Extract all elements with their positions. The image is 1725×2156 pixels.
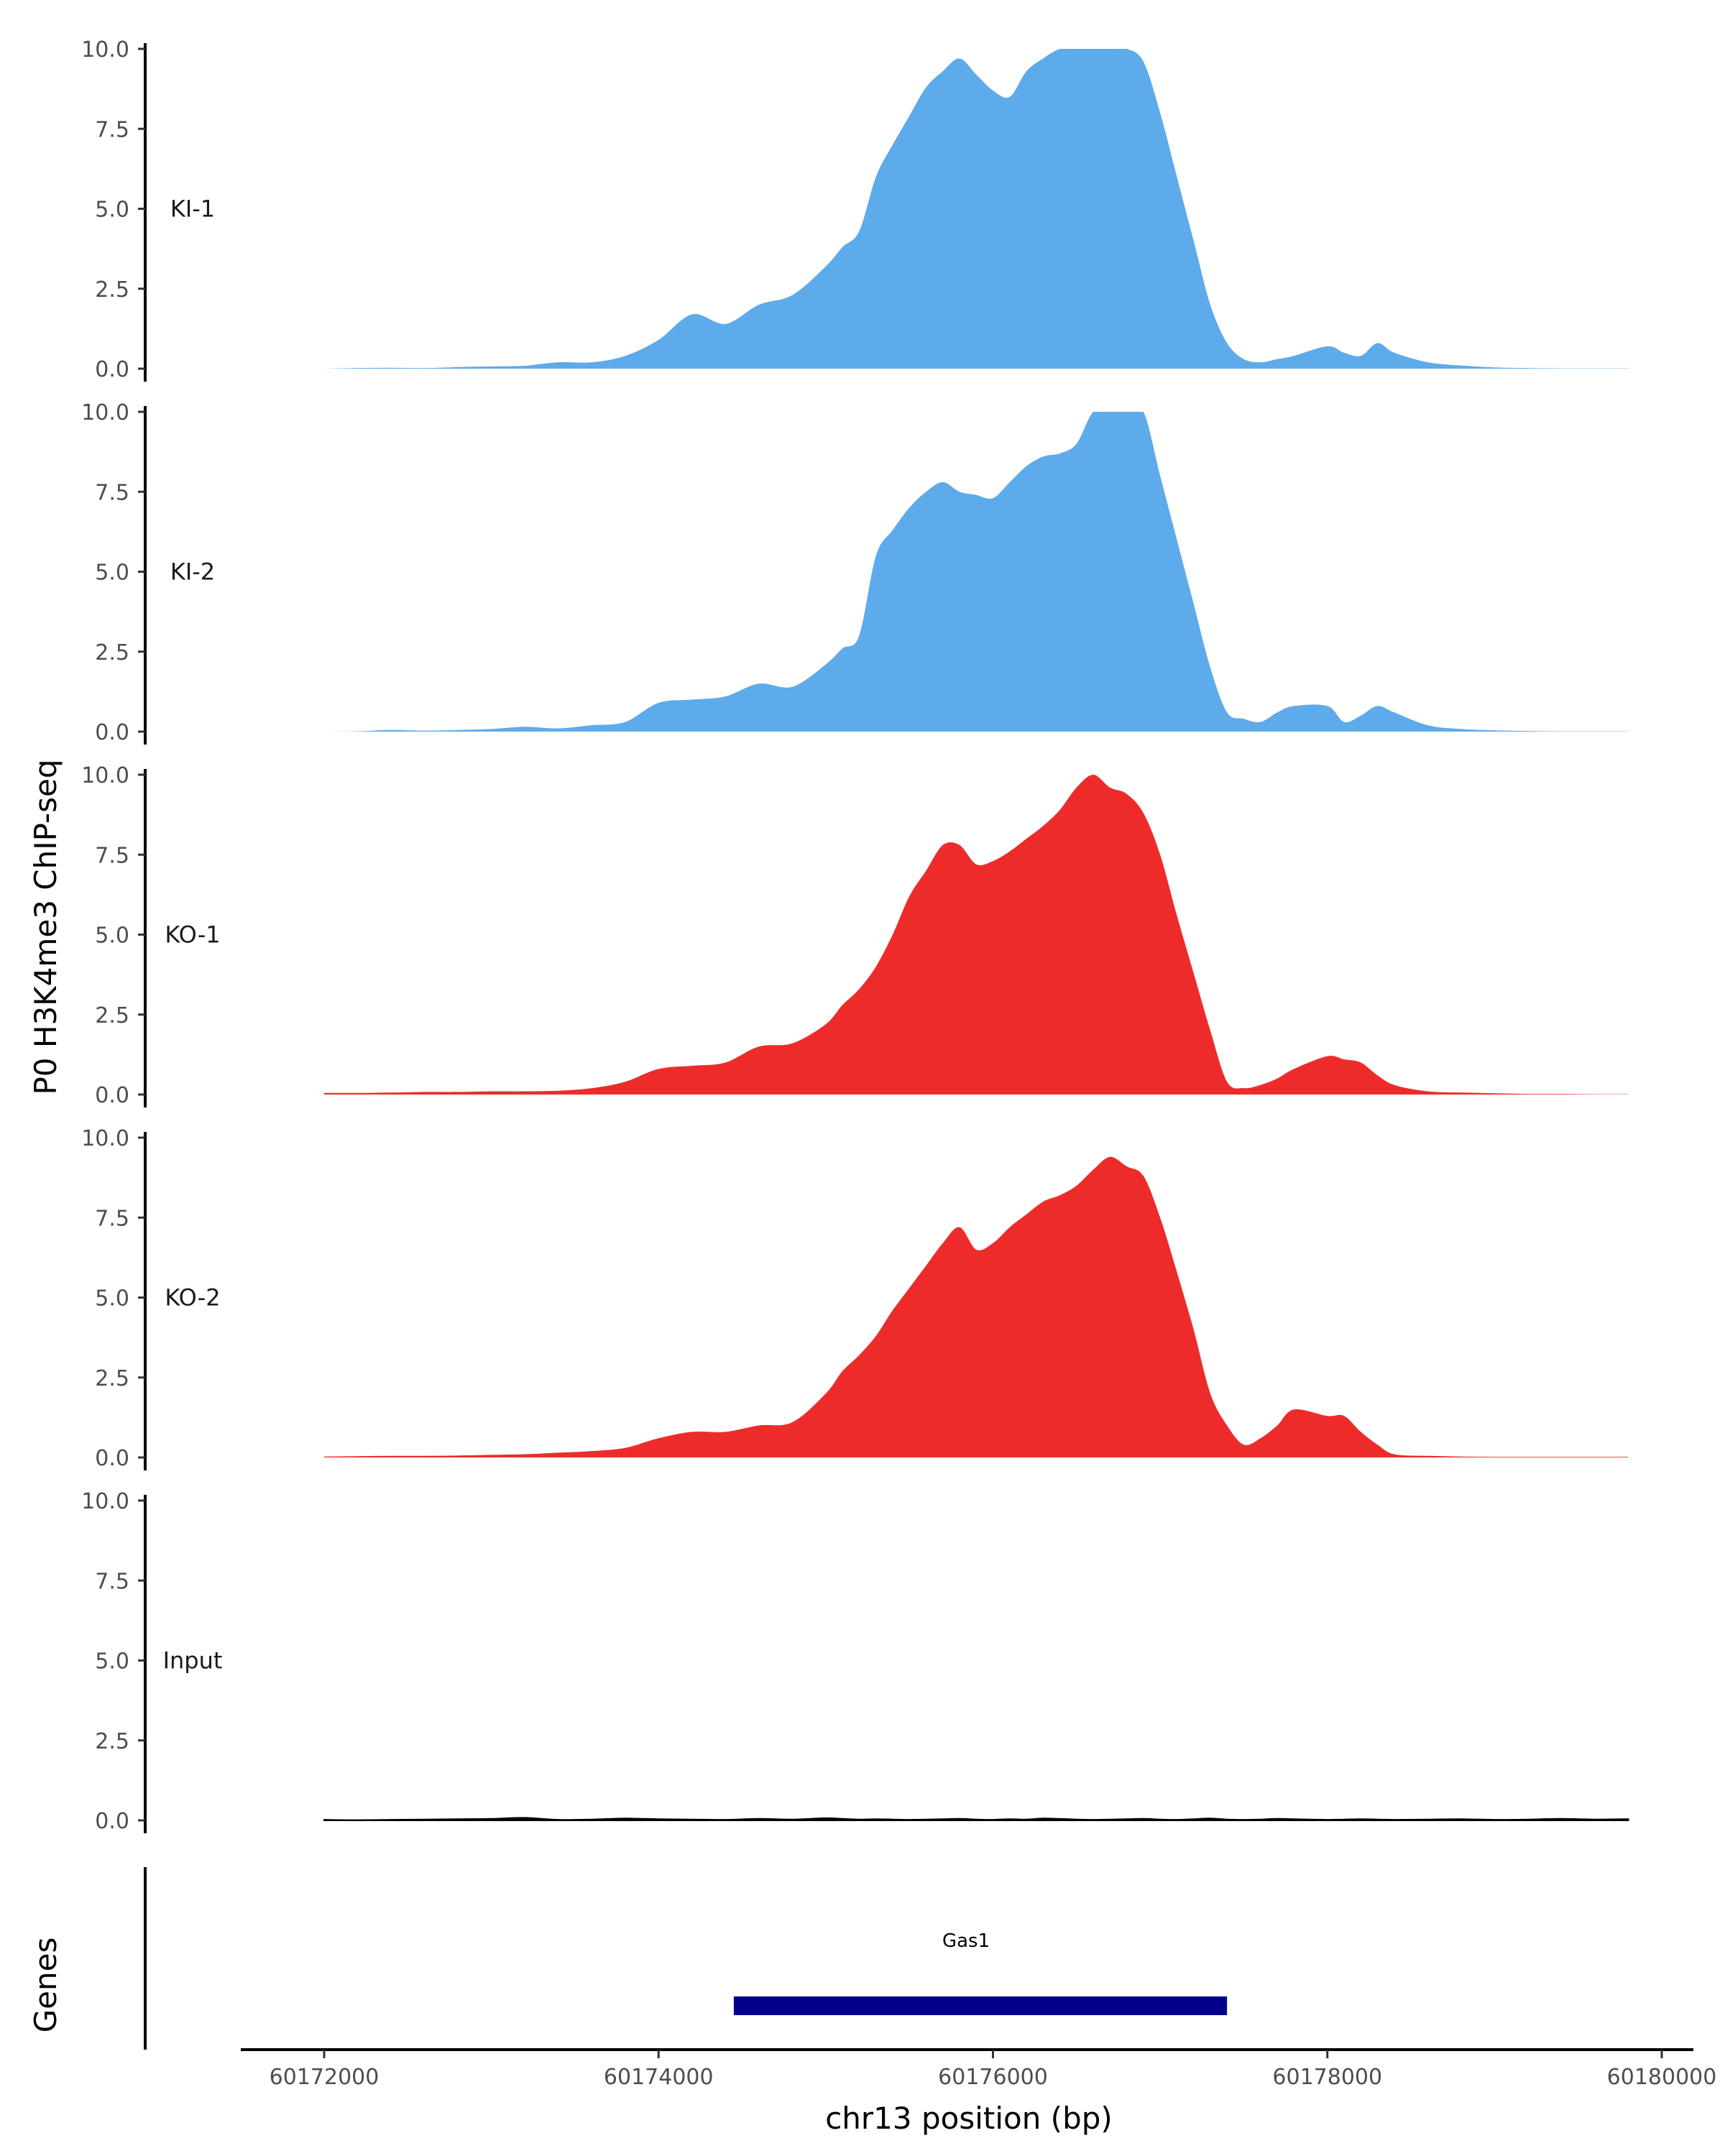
y-tick-label: 2.5 bbox=[95, 1729, 129, 1754]
x-axis-title: chr13 position (bp) bbox=[825, 2101, 1113, 2136]
y-tick-label: 10.0 bbox=[81, 1489, 129, 1514]
track-label-ko-2: KO-2 bbox=[165, 1284, 220, 1312]
signal-area-input bbox=[323, 1817, 1629, 1821]
track-label-ki-1: KI-1 bbox=[170, 195, 215, 223]
y-tick-label: 0.0 bbox=[95, 1809, 129, 1834]
y-tick-label: 0.0 bbox=[95, 720, 129, 745]
x-tick-label: 60176000 bbox=[938, 2065, 1048, 2090]
y-tick-label: 0.0 bbox=[95, 1083, 129, 1108]
track-input: 0.0 2.5 5.0 7.5 10.0 Input bbox=[81, 1489, 1629, 1834]
gene-track: Gas1 bbox=[144, 1867, 1228, 2050]
signal-tracks: 0.0 2.5 5.0 7.5 10.0 KI-1 0.0 2.5 5.0 7.5 10.0 KI-2… bbox=[81, 37, 1629, 1834]
track-label-ko-1: KO-1 bbox=[165, 921, 220, 949]
track-ko-2: 0.0 2.5 5.0 7.5 10.0 KO-2 bbox=[81, 1126, 1629, 1471]
y-tick-label: 10.0 bbox=[81, 400, 129, 425]
gene-track-title: Genes bbox=[28, 1938, 63, 2033]
y-tick-label: 10.0 bbox=[81, 1126, 129, 1151]
y-axis-title: P0 H3K4me3 ChIP-seq bbox=[28, 759, 63, 1095]
gene-label-gas1: Gas1 bbox=[942, 1930, 990, 1952]
y-tick-label: 10.0 bbox=[81, 763, 129, 788]
signal-area-ki-2 bbox=[324, 412, 1629, 732]
y-tick-label: 5.0 bbox=[95, 561, 129, 586]
y-tick-label: 0.0 bbox=[95, 357, 129, 382]
y-tick-label: 5.0 bbox=[95, 1286, 129, 1312]
y-tick-label: 2.5 bbox=[95, 1366, 129, 1391]
y-tick-label: 0.0 bbox=[95, 1446, 129, 1471]
y-tick-label: 7.5 bbox=[95, 480, 129, 505]
y-tick-label: 5.0 bbox=[95, 198, 129, 223]
track-label-ki-2: KI-2 bbox=[170, 558, 215, 586]
signal-area-ko-1 bbox=[324, 775, 1629, 1095]
track-ko-1: 0.0 2.5 5.0 7.5 10.0 KO-1 bbox=[81, 763, 1629, 1108]
y-tick-label: 5.0 bbox=[95, 1649, 129, 1674]
track-label-input: Input bbox=[163, 1647, 223, 1674]
y-tick-label: 2.5 bbox=[95, 277, 129, 303]
signal-area-ki-1 bbox=[324, 49, 1629, 369]
x-axis: 60172000 60174000 60176000 60178000 60180000 bbox=[241, 2048, 1717, 2090]
track-ki-2: 0.0 2.5 5.0 7.5 10.0 KI-2 bbox=[81, 400, 1629, 745]
y-tick-label: 5.0 bbox=[95, 923, 129, 949]
y-tick-label: 7.5 bbox=[95, 1569, 129, 1594]
x-tick-label: 60178000 bbox=[1272, 2065, 1382, 2090]
signal-area-ko-2 bbox=[324, 1156, 1629, 1457]
y-tick-label: 7.5 bbox=[95, 843, 129, 868]
y-tick-label: 10.0 bbox=[81, 37, 129, 63]
y-tick-label: 7.5 bbox=[95, 117, 129, 142]
gene-bar-gas1 bbox=[733, 1996, 1228, 2015]
x-tick-label: 60180000 bbox=[1607, 2065, 1717, 2090]
track-ki-1: 0.0 2.5 5.0 7.5 10.0 KI-1 bbox=[81, 37, 1629, 382]
x-tick-label: 60174000 bbox=[604, 2065, 714, 2090]
y-tick-label: 2.5 bbox=[95, 1003, 129, 1028]
y-tick-label: 2.5 bbox=[95, 640, 129, 665]
x-tick-label: 60172000 bbox=[270, 2065, 380, 2090]
y-tick-label: 7.5 bbox=[95, 1206, 129, 1231]
